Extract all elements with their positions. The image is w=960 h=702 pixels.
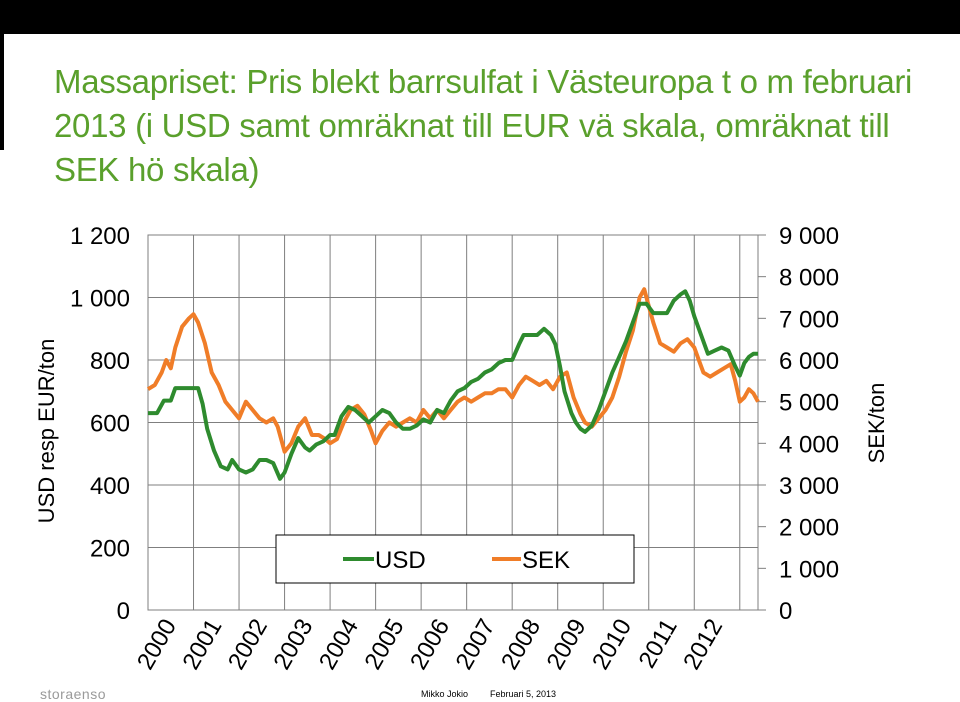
left-tick-label: 1 200 <box>70 223 130 250</box>
right-tick-label: 9 000 <box>779 223 839 250</box>
left-tick-label: 1 000 <box>70 286 130 313</box>
right-tick-label: 2 000 <box>779 515 839 542</box>
footer-date: Februari 5, 2013 <box>490 689 557 699</box>
sek-series-line <box>146 287 760 454</box>
left-axis-label: USD resp EUR/ton <box>34 339 59 524</box>
left-tick-label: 200 <box>90 536 130 563</box>
x-tick-label: 2011 <box>634 615 683 673</box>
x-tick-label: 2004 <box>314 615 364 675</box>
right-tick-label: 4 000 <box>779 431 839 458</box>
x-axis-ticks: 2000200120022003200420052006200720082009… <box>132 615 728 675</box>
x-tick-label: 2002 <box>223 615 273 675</box>
x-tick-label: 2001 <box>177 615 227 675</box>
right-tick-label: 1 000 <box>779 556 839 583</box>
left-tick-label: 400 <box>90 473 130 500</box>
title-line-1: Massapriset: Pris blekt barrsulfat i Väs… <box>54 63 913 100</box>
right-tick-label: 5 000 <box>779 390 839 417</box>
top-black-bar <box>0 0 960 34</box>
right-tick-label: 3 000 <box>779 473 839 500</box>
left-tick-label: 0 <box>117 598 130 625</box>
plot-area-border <box>147 234 759 611</box>
right-axis-label: SEK/ton <box>864 383 889 464</box>
storaenso-logo: storaenso <box>40 686 106 702</box>
title-line-3: SEK hö skala) <box>54 151 260 188</box>
x-tick-label: 2010 <box>587 615 637 675</box>
left-tick-label: 600 <box>90 411 130 438</box>
legend-usd-label: USD <box>375 547 426 574</box>
x-tick-label: 2005 <box>359 615 409 675</box>
legend-box <box>275 534 635 584</box>
title-line-2: 2013 (i USD samt omräknat till EUR vä sk… <box>54 107 890 144</box>
right-tick-label: 8 000 <box>779 265 839 292</box>
right-tick-label: 6 000 <box>779 348 839 375</box>
x-tick-label: 2008 <box>496 615 546 675</box>
x-tick-label: 2009 <box>542 615 592 675</box>
left-tick-label: 800 <box>90 348 130 375</box>
left-edge-strip <box>0 34 4 150</box>
usd-series-line <box>148 289 758 481</box>
legend-sek-label: SEK <box>522 547 570 574</box>
x-tick-label: 2003 <box>268 615 318 675</box>
right-axis-ticks: 0 1 000 2 000 3 000 4 000 5 000 6 000 7 000 8 00… <box>758 223 839 625</box>
left-axis-ticks: 0 200 400 600 800 1 000 1 200 <box>70 223 130 625</box>
right-tick-label: 7 000 <box>779 306 839 333</box>
slide-title: Massapriset: Pris blekt barrsulfat i Väs… <box>54 60 934 192</box>
x-tick-label: 2007 <box>451 615 501 675</box>
legend: USD SEK <box>275 534 635 584</box>
x-tick-label: 2012 <box>678 615 728 675</box>
footer-author: Mikko Jokio <box>421 689 469 699</box>
x-tick-label: 2000 <box>132 615 182 675</box>
right-tick-label: 0 <box>779 598 792 625</box>
x-tick-label: 2006 <box>405 615 455 675</box>
